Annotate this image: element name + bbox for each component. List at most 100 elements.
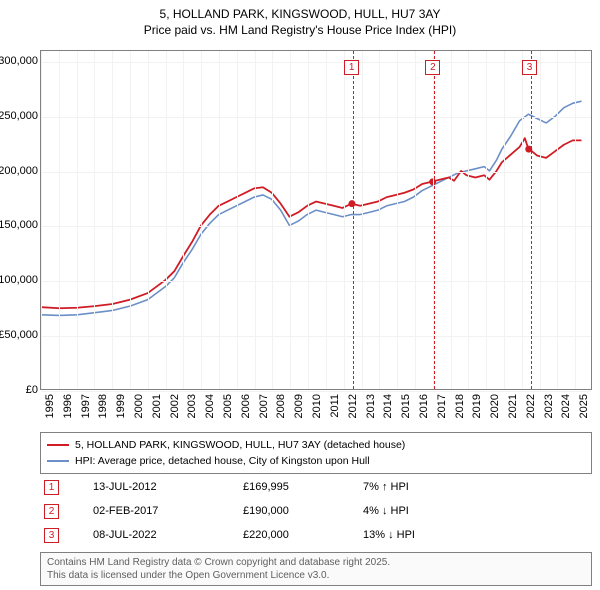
x-axis-label: 2019 [471,394,483,424]
x-axis-label: 2017 [436,394,448,424]
gridline-v [486,51,487,389]
x-axis-label: 2014 [382,394,394,424]
y-axis-label: £0 [26,384,38,396]
title-line2: Price paid vs. HM Land Registry's House … [0,22,600,38]
x-axis-label: 2012 [347,394,359,424]
gridline-v [219,51,220,389]
x-axis-label: 2009 [293,394,305,424]
reference-badge: 2 [425,60,440,75]
reference-line [434,51,435,389]
legend-swatch [47,460,69,462]
gridline-h [41,391,591,392]
title-line1: 5, HOLLAND PARK, KINGSWOOD, HULL, HU7 3A… [0,6,600,22]
chart-title: 5, HOLLAND PARK, KINGSWOOD, HULL, HU7 3A… [0,0,600,38]
data-series [42,138,582,308]
x-axis-label: 2006 [240,394,252,424]
x-axis-label: 2016 [418,394,430,424]
gridline-v [290,51,291,389]
gridline-h [41,117,591,118]
x-axis-label: 2015 [400,394,412,424]
gridline-v [575,51,576,389]
x-axis-label: 2005 [222,394,234,424]
gridline-v [237,51,238,389]
gridline-v [183,51,184,389]
gridline-v [255,51,256,389]
gridline-h [41,336,591,337]
gridline-v [397,51,398,389]
txn-badge: 2 [44,504,59,519]
transaction-table: 1 13-JUL-2012 £169,995 7% ↑ HPI 2 02-FEB… [40,475,592,547]
line-layer [41,51,591,389]
x-axis-label: 2000 [133,394,145,424]
gridline-v [130,51,131,389]
txn-price: £169,995 [243,481,363,493]
gridline-h [41,226,591,227]
txn-date: 02-FEB-2017 [93,505,243,517]
gridline-v [308,51,309,389]
x-axis-label: 2021 [507,394,519,424]
y-axis-label: £200,000 [0,165,38,177]
gridline-v [112,51,113,389]
x-axis-label: 2024 [560,394,572,424]
txn-badge: 3 [44,528,59,543]
gridline-v [201,51,202,389]
x-axis-label: 2010 [311,394,323,424]
gridline-v [522,51,523,389]
gridline-v [415,51,416,389]
gridline-v [272,51,273,389]
sale-marker [348,200,355,207]
gridline-h [41,172,591,173]
x-axis-label: 2008 [275,394,287,424]
x-axis-label: 2013 [365,394,377,424]
gridline-v [468,51,469,389]
chart-container: 5, HOLLAND PARK, KINGSWOOD, HULL, HU7 3A… [0,0,600,590]
reference-badge: 1 [344,60,359,75]
reference-line [353,51,354,389]
gridline-v [166,51,167,389]
x-axis-label: 2025 [578,394,590,424]
txn-date: 13-JUL-2012 [93,481,243,493]
x-axis-label: 2007 [258,394,270,424]
plot-area [40,50,592,390]
gridline-v [94,51,95,389]
gridline-v [344,51,345,389]
footer-attribution: Contains HM Land Registry data © Crown c… [40,552,592,586]
x-axis-label: 2004 [204,394,216,424]
legend-item: HPI: Average price, detached house, City… [47,454,585,469]
gridline-v [451,51,452,389]
data-series [42,101,582,315]
gridline-v [77,51,78,389]
txn-price: £220,000 [243,529,363,541]
y-axis-label: £100,000 [0,274,38,286]
x-axis-label: 2022 [525,394,537,424]
txn-diff: 13% ↓ HPI [363,529,592,541]
gridline-h [41,281,591,282]
table-row: 2 02-FEB-2017 £190,000 4% ↓ HPI [40,499,592,523]
x-axis-label: 1996 [62,394,74,424]
x-axis-label: 1999 [115,394,127,424]
txn-price: £190,000 [243,505,363,517]
x-axis-label: 2020 [489,394,501,424]
gridline-v [557,51,558,389]
x-axis-label: 1995 [44,394,56,424]
legend-item: 5, HOLLAND PARK, KINGSWOOD, HULL, HU7 3A… [47,438,585,453]
x-axis-label: 2018 [454,394,466,424]
y-axis-label: £150,000 [0,219,38,231]
table-row: 1 13-JUL-2012 £169,995 7% ↑ HPI [40,475,592,499]
x-axis-label: 2023 [543,394,555,424]
gridline-v [148,51,149,389]
gridline-v [362,51,363,389]
legend-label: 5, HOLLAND PARK, KINGSWOOD, HULL, HU7 3A… [75,438,405,453]
txn-diff: 4% ↓ HPI [363,505,592,517]
x-axis-label: 1998 [97,394,109,424]
reference-line [531,51,532,389]
x-axis-label: 2003 [186,394,198,424]
gridline-v [379,51,380,389]
legend-label: HPI: Average price, detached house, City… [75,454,370,469]
gridline-h [41,62,591,63]
x-axis-label: 2002 [169,394,181,424]
gridline-v [59,51,60,389]
y-axis-label: £300,000 [0,55,38,67]
txn-badge: 1 [44,480,59,495]
y-axis-label: £250,000 [0,110,38,122]
